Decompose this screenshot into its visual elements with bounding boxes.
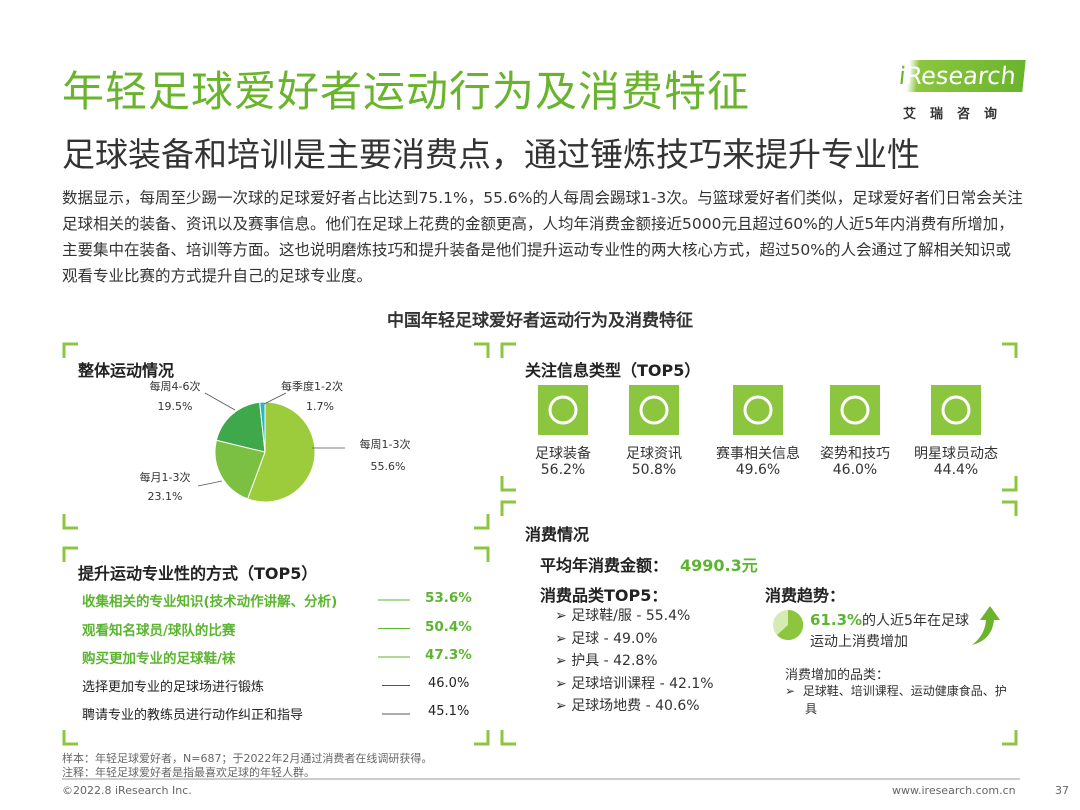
- icon-tile: [733, 385, 783, 435]
- category-text: 足球鞋/服 - 55.4%: [571, 608, 691, 624]
- category-text: 足球场地费 - 40.6%: [571, 698, 700, 714]
- corner-bracket: [474, 730, 490, 746]
- pie-slice: [259, 401, 266, 453]
- corner-bracket: [500, 500, 516, 516]
- pie-slice: [214, 439, 266, 500]
- category: ➢ 足球鞋/服 - 55.4%: [555, 608, 691, 624]
- url: www.iresearch.com.cn: [892, 784, 1016, 797]
- note: 样本：年轻足球爱好者，N=687；于2022年2月通过消费者在线调研获得。: [62, 752, 433, 765]
- trend-value: 61.3%: [810, 611, 863, 629]
- category: ➢ 护具 - 42.8%: [555, 653, 658, 669]
- info-value: 50.8%: [631, 462, 677, 478]
- category: ➢ 足球 - 49.0%: [555, 630, 658, 647]
- corner-bracket: [474, 342, 490, 358]
- trend-arrow: [972, 606, 1000, 645]
- corner-bracket: [1002, 730, 1018, 746]
- corner-bracket: [62, 546, 78, 562]
- info-label: 足球资讯: [626, 446, 682, 462]
- pie-slice: [215, 401, 266, 453]
- panel-title: 整体运动情况: [78, 361, 175, 380]
- section-title: 中国年轻足球爱好者运动行为及消费特征: [387, 311, 693, 331]
- title: 年轻足球爱好者运动行为及消费特征: [62, 67, 751, 116]
- method-value: 50.4%: [425, 618, 472, 635]
- info-label: 明星球员动态: [914, 446, 998, 462]
- icon-glyph: [548, 395, 578, 425]
- method-value: 45.1%: [428, 704, 470, 719]
- trend-title: 消费趋势：: [765, 586, 846, 605]
- pie-value: 55.6%: [371, 460, 406, 473]
- category-text: 足球培训课程 - 42.1%: [571, 675, 714, 692]
- pie-value: 23.1%: [148, 490, 183, 503]
- method-label: 收集相关的专业知识(技术动作讲解、分析): [82, 594, 338, 610]
- panel-title: 消费情况: [525, 525, 590, 544]
- corner-bracket: [62, 730, 78, 746]
- pie-label: 每周1-3次: [360, 437, 411, 451]
- categories-title: 消费品类TOP5：: [540, 586, 668, 605]
- icon-tile: [538, 385, 588, 435]
- method-label: 观看知名球员/球队的比赛: [82, 622, 236, 639]
- method-label: 聘请专业的教练员进行动作纠正和指导: [82, 708, 304, 723]
- icon-glyph: [840, 395, 870, 425]
- pie-label: 每月1-3次: [140, 470, 191, 484]
- pie-value: 1.7%: [306, 400, 334, 413]
- panel-title: 关注信息类型（TOP5）: [525, 361, 701, 380]
- method-value: 47.3%: [425, 647, 472, 663]
- subtitle: 足球装备和培训是主要消费点，通过锤炼技巧来提升专业性: [62, 135, 920, 174]
- increase-title: 消费增加的品类：: [785, 668, 890, 683]
- category: ➢ 足球场地费 - 40.6%: [555, 698, 700, 714]
- category-text: 护具 - 42.8%: [571, 653, 658, 669]
- method-label: 购买更加专业的足球鞋/袜: [82, 651, 236, 667]
- pie-slice: [246, 401, 316, 503]
- method-label: 选择更加专业的足球场进行锻炼: [82, 679, 265, 695]
- info-value: 44.4%: [933, 462, 979, 478]
- copyright: ©2022.8 iResearch Inc.: [62, 784, 192, 797]
- info-label: 姿势和技巧: [820, 446, 890, 462]
- corner-bracket: [1002, 500, 1018, 516]
- pie-value: 19.5%: [158, 400, 193, 413]
- corner-bracket: [500, 342, 516, 358]
- increase-items: 足球鞋、培训课程、运动健康食品、护具: [802, 684, 1007, 716]
- category: ➢ 足球培训课程 - 42.1%: [555, 675, 714, 692]
- corner-bracket: [500, 476, 516, 492]
- icon-tile: [830, 385, 880, 435]
- corner-bracket: [474, 546, 490, 562]
- corner-bracket: [1002, 342, 1018, 358]
- icon-glyph: [743, 395, 773, 425]
- increase: ➢ 足球鞋、培训课程、运动健康食品、护具: [785, 684, 1007, 716]
- avg-label: 平均年消费金额：: [540, 556, 669, 575]
- corner-bracket: [500, 730, 516, 746]
- corner-bracket: [474, 514, 490, 530]
- page-number: 37: [1055, 784, 1069, 797]
- info-value: 49.6%: [735, 462, 781, 478]
- icon-glyph: [941, 395, 971, 425]
- leader-line: [263, 392, 287, 405]
- corner-bracket: [1002, 476, 1018, 492]
- logo-sub: 艾瑞咨询: [903, 107, 1012, 122]
- trend: 61.3%的人近5年在足球运动上消费增加: [810, 610, 975, 653]
- trend-text: 的人近5年在足球运动上消费增加: [810, 613, 969, 650]
- info-value: 46.0%: [832, 462, 878, 478]
- note: 注释：年轻足球爱好者是指最喜欢足球的年轻人群。: [62, 766, 315, 779]
- category-text: 足球 - 49.0%: [571, 630, 658, 647]
- pie-label: 每周4-6次: [150, 379, 201, 393]
- info-label: 赛事相关信息: [716, 446, 800, 462]
- avg-value: 4990.3元: [680, 556, 758, 575]
- trend-icon-slice: [777, 609, 804, 640]
- icon-tile: [629, 385, 679, 435]
- corner-bracket: [62, 514, 78, 530]
- leader-line: [204, 392, 236, 411]
- intro: 数据显示，每周至少踢一次球的足球爱好者占比达到75.1%，55.6%的人每周会踢…: [62, 189, 1023, 285]
- icon-glyph: [639, 395, 669, 425]
- panel-title: 提升运动专业性的方式（TOP5）: [78, 564, 318, 583]
- info-label: 足球装备: [535, 446, 591, 462]
- info-value: 56.2%: [540, 462, 586, 478]
- pie-label: 每季度1-2次: [281, 379, 343, 393]
- icon-tile: [931, 385, 981, 435]
- leader-line: [197, 480, 223, 487]
- corner-bracket: [62, 342, 78, 358]
- method-value: 46.0%: [428, 675, 470, 691]
- method-value: 53.6%: [425, 590, 472, 606]
